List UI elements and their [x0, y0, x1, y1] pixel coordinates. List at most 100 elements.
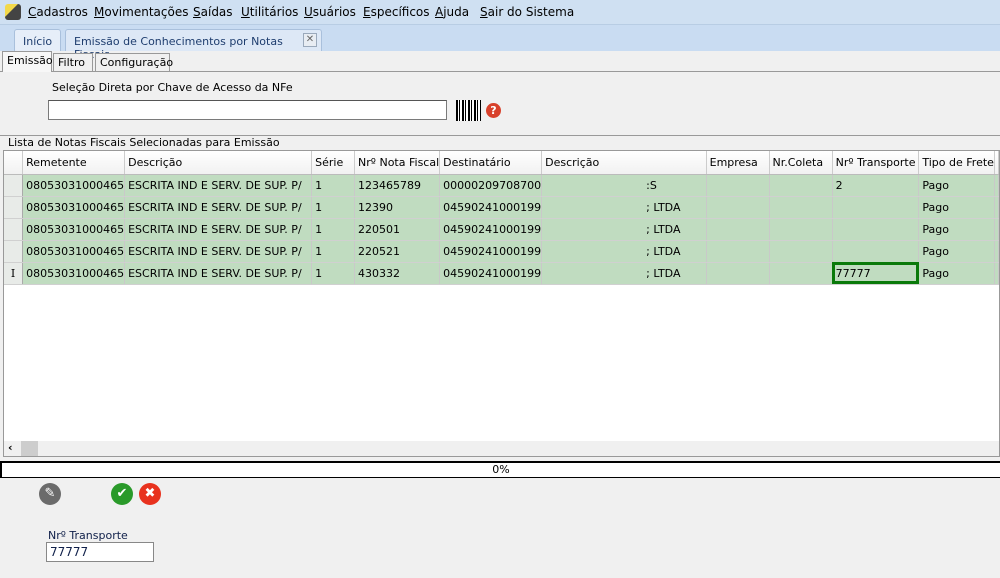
menu-sair[interactable]: Sair do Sistema	[480, 5, 575, 19]
cell-nota-fiscal[interactable]: 220521	[354, 240, 441, 263]
cell-nr-transporte[interactable]	[832, 240, 920, 263]
cell-destinatario[interactable]: 04590241000199	[439, 240, 543, 263]
cell-empresa[interactable]	[706, 196, 770, 219]
cell-descricao[interactable]: ESCRITA IND E SERV. DE SUP. P/	[124, 218, 313, 241]
menu-especificos[interactable]: Específicos	[363, 5, 430, 19]
col-serie[interactable]: Série	[311, 151, 356, 175]
cell-nota-fiscal[interactable]: 430332	[354, 262, 441, 285]
col-nr-coleta[interactable]: Nr.Coleta	[769, 151, 833, 175]
list-title: Lista de Notas Fiscais Selecionadas para…	[6, 136, 282, 149]
cell-descricao-dest[interactable]: ; LTDA	[541, 218, 707, 241]
tab-inicio-label: Início	[23, 35, 53, 48]
cell-remetente[interactable]: 08053031000465	[22, 218, 126, 241]
col-destinatario[interactable]: Destinatário	[439, 151, 543, 175]
cell-serie[interactable]: 1	[311, 262, 356, 285]
cancel-x-icon[interactable]: ✖	[139, 483, 161, 505]
nfe-key-input[interactable]	[48, 100, 447, 120]
cell-tipo-frete[interactable]: Pago	[918, 262, 995, 285]
table-row[interactable]: 08053031000465 ESCRITA IND E SERV. DE SUP…	[4, 174, 999, 197]
tab-emissao[interactable]: Emissão	[2, 51, 53, 72]
row-indicator[interactable]	[4, 174, 24, 197]
cell-descricao[interactable]: ESCRITA IND E SERV. DE SUP. P/	[124, 240, 313, 263]
cell-descricao-dest[interactable]: ; LTDA	[541, 196, 707, 219]
menu-utilitarios[interactable]: Utilitários	[241, 5, 299, 19]
cell-nr-transporte[interactable]	[832, 218, 920, 241]
table-row[interactable]: 08053031000465 ESCRITA IND E SERV. DE SUP…	[4, 218, 999, 241]
cell-empresa[interactable]	[706, 262, 770, 285]
cell-nr-coleta[interactable]	[769, 240, 833, 263]
cell-destinatario[interactable]: 04590241000199	[439, 196, 543, 219]
cell-empresa[interactable]	[706, 218, 770, 241]
cell-remetente[interactable]: 08053031000465	[22, 240, 126, 263]
cell-descricao[interactable]: ESCRITA IND E SERV. DE SUP. P/	[124, 174, 313, 197]
notas-grid[interactable]: Remetente Descrição Série Nrº Nota Fisca…	[3, 150, 1000, 457]
col-descricao[interactable]: Descrição	[124, 151, 313, 175]
cell-destinatario[interactable]: 04590241000199	[439, 218, 543, 241]
tab-emissao-conhecimentos[interactable]: Emissão de Conhecimentos por Notas Fisca…	[65, 29, 322, 61]
app-icon	[5, 4, 21, 20]
nr-transporte-input[interactable]: 77777	[46, 542, 154, 562]
cell-descricao-dest[interactable]: ; LTDA	[541, 262, 707, 285]
progress-text: 0%	[492, 463, 510, 476]
cell-tipo-frete[interactable]: Pago	[918, 218, 995, 241]
help-icon[interactable]: ?	[486, 103, 501, 118]
table-row[interactable]: I 08053031000465 ESCRITA IND E SERV. DE SU…	[4, 262, 999, 285]
row-filler	[994, 218, 999, 241]
table-row[interactable]: 08053031000465 ESCRITA IND E SERV. DE SUP…	[4, 196, 999, 219]
menu-ajuda[interactable]: Ajuda	[435, 5, 470, 19]
cell-tipo-frete[interactable]: Pago	[918, 196, 995, 219]
cell-empresa[interactable]	[706, 174, 770, 197]
col-nr-transporte[interactable]: Nrº Transporte	[832, 151, 920, 175]
cell-serie[interactable]: 1	[311, 196, 356, 219]
tab-configuracao[interactable]: Configuração	[95, 53, 173, 71]
cell-serie[interactable]: 1	[311, 174, 356, 197]
cell-nr-coleta[interactable]	[769, 262, 833, 285]
table-row[interactable]: 08053031000465 ESCRITA IND E SERV. DE SUP…	[4, 240, 999, 263]
col-remetente[interactable]: Remetente	[22, 151, 126, 175]
cell-remetente[interactable]: 08053031000465	[22, 262, 126, 285]
row-indicator[interactable]	[4, 196, 24, 219]
cell-destinatario[interactable]: 00000209708700	[439, 174, 543, 197]
menu-usuarios[interactable]: Usuários	[304, 5, 356, 19]
menu-movimentacoes[interactable]: Movimentações	[94, 5, 189, 19]
cell-nr-transporte[interactable]: 2	[832, 174, 920, 197]
scroll-thumb[interactable]	[21, 441, 38, 456]
tab-filtro[interactable]: Filtro	[53, 53, 93, 71]
close-tab-icon[interactable]: ✕	[303, 33, 317, 47]
cell-tipo-frete[interactable]: Pago	[918, 174, 995, 197]
cell-nota-fiscal[interactable]: 123465789	[354, 174, 441, 197]
cell-nota-fiscal[interactable]: 220501	[354, 218, 441, 241]
cell-descricao[interactable]: ESCRITA IND E SERV. DE SUP. P/	[124, 262, 313, 285]
menu-saidas[interactable]: Saídas	[193, 5, 233, 19]
col-empresa[interactable]: Empresa	[706, 151, 770, 175]
edit-pencil-icon[interactable]: ✎	[39, 483, 61, 505]
cell-serie[interactable]: 1	[311, 240, 356, 263]
cell-empresa[interactable]	[706, 240, 770, 263]
horizontal-scrollbar[interactable]: ‹	[4, 441, 999, 456]
col-tipo-frete[interactable]: Tipo de Frete	[918, 151, 995, 175]
cell-nr-coleta[interactable]	[769, 218, 833, 241]
cell-remetente[interactable]: 08053031000465	[22, 196, 126, 219]
cell-descricao-dest[interactable]: ; LTDA	[541, 240, 707, 263]
cell-nr-coleta[interactable]	[769, 196, 833, 219]
tab-inicio[interactable]: Início	[14, 29, 61, 51]
confirm-check-icon[interactable]: ✔	[111, 483, 133, 505]
row-indicator[interactable]	[4, 240, 24, 263]
cell-nr-transporte[interactable]	[832, 196, 920, 219]
cell-descricao-dest[interactable]: :S	[541, 174, 707, 197]
cell-nr-coleta[interactable]	[769, 174, 833, 197]
row-indicator[interactable]	[4, 218, 24, 241]
col-nota-fiscal[interactable]: Nrº Nota Fiscal	[354, 151, 441, 175]
cell-nr-transporte[interactable]: 77777	[832, 262, 920, 285]
cell-descricao[interactable]: ESCRITA IND E SERV. DE SUP. P/	[124, 196, 313, 219]
barcode-icon[interactable]	[456, 100, 481, 121]
cell-serie[interactable]: 1	[311, 218, 356, 241]
cell-remetente[interactable]: 08053031000465	[22, 174, 126, 197]
col-descricao-dest[interactable]: Descrição	[541, 151, 707, 175]
scroll-left-icon[interactable]: ‹	[8, 441, 13, 454]
row-indicator[interactable]: I	[4, 262, 24, 285]
cell-destinatario[interactable]: 04590241000199	[439, 262, 543, 285]
menu-cadastros[interactable]: Cadastros	[28, 5, 88, 19]
cell-nota-fiscal[interactable]: 12390	[354, 196, 441, 219]
cell-tipo-frete[interactable]: Pago	[918, 240, 995, 263]
